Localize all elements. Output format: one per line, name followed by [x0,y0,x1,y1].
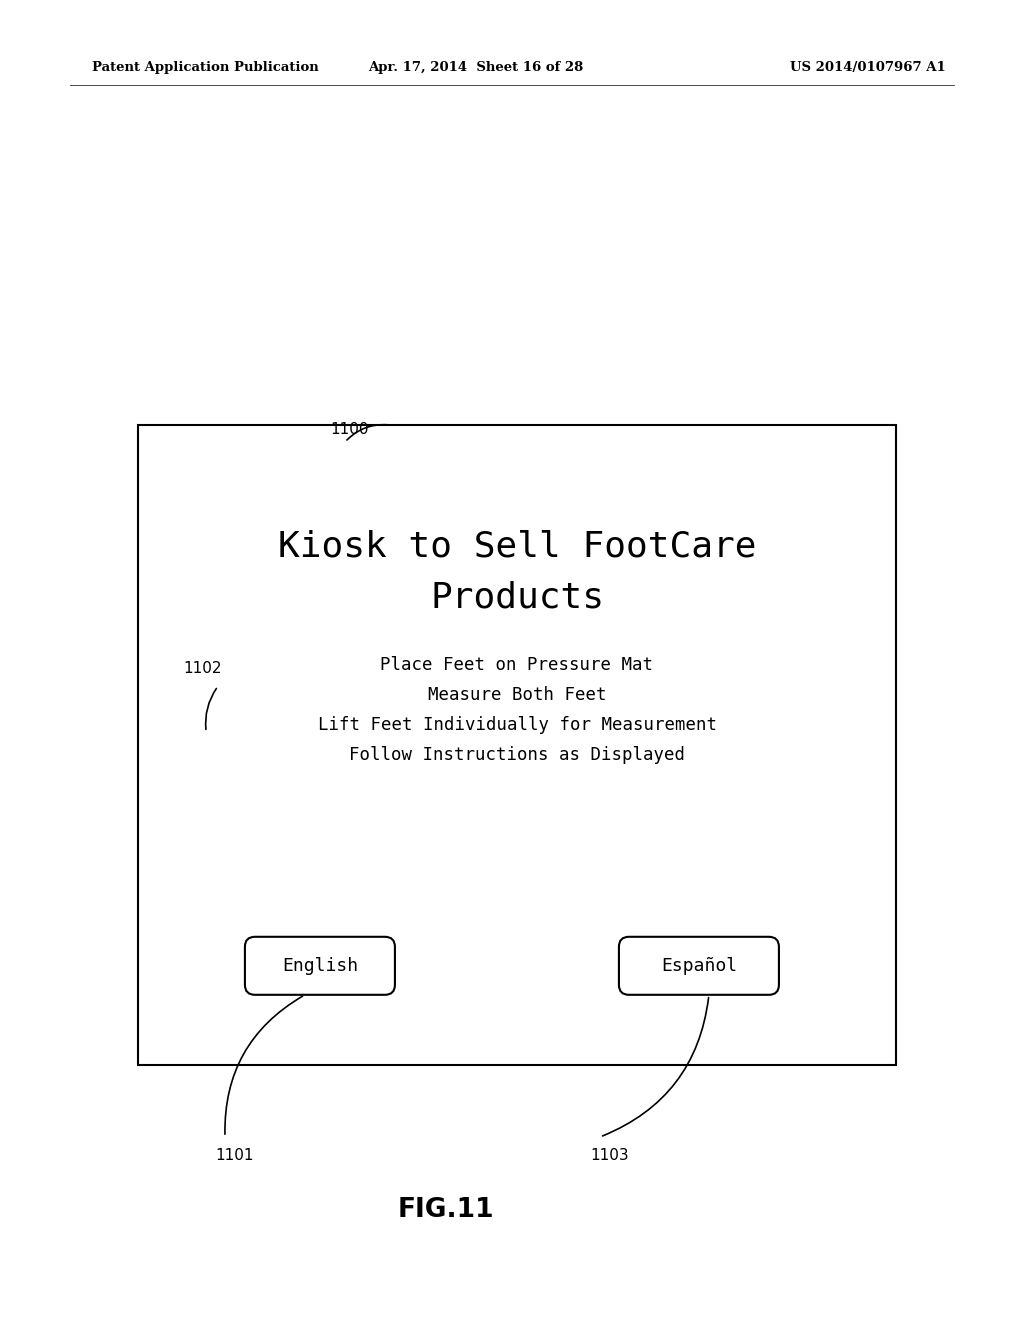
Bar [138,425,896,1065]
Text: Apr. 17, 2014  Sheet 16 of 28: Apr. 17, 2014 Sheet 16 of 28 [369,62,584,74]
FancyBboxPatch shape [245,937,395,995]
Text: English: English [282,957,358,974]
Text: Place Feet on Pressure Mat: Place Feet on Pressure Mat [381,656,653,675]
Text: 1101: 1101 [215,1147,254,1163]
Text: Follow Instructions as Displayed: Follow Instructions as Displayed [349,746,685,764]
Text: Products: Products [430,581,604,615]
Text: Lift Feet Individually for Measurement: Lift Feet Individually for Measurement [317,715,717,734]
Text: 1100: 1100 [330,422,369,437]
Text: 1103: 1103 [590,1147,629,1163]
Text: Kiosk to Sell FootCare: Kiosk to Sell FootCare [278,529,757,564]
Text: US 2014/0107967 A1: US 2014/0107967 A1 [791,62,946,74]
FancyBboxPatch shape [618,937,779,995]
Text: Español: Español [660,957,737,974]
Text: Measure Both Feet: Measure Both Feet [428,686,606,704]
Text: 1102: 1102 [183,661,221,676]
Text: FIG.11: FIG.11 [397,1197,494,1224]
Text: Patent Application Publication: Patent Application Publication [92,62,318,74]
